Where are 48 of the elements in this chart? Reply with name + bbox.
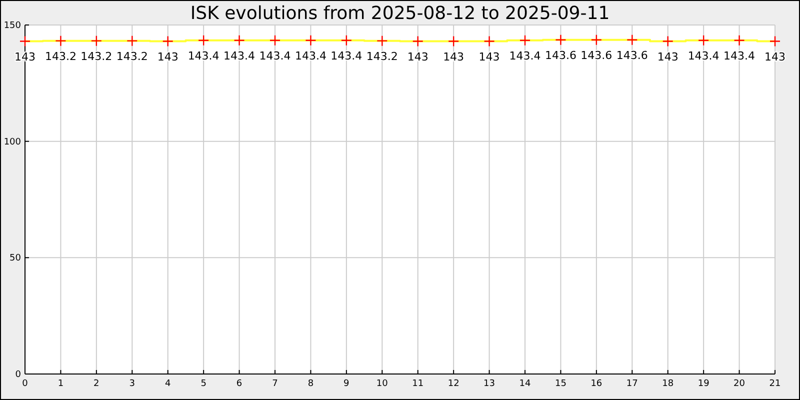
x-tick-label: 2	[94, 379, 100, 389]
data-label: 143.2	[44, 50, 76, 63]
x-tick-label: 5	[200, 379, 206, 389]
data-label: 143.6	[580, 48, 612, 62]
data-label: 143	[157, 50, 178, 64]
x-tick-label: 6	[236, 379, 242, 389]
data-label: 143.4	[188, 49, 220, 62]
data-label: 143	[478, 50, 500, 64]
data-label: 143.4	[509, 49, 541, 62]
x-tick-label: 15	[554, 379, 566, 389]
data-label: 143.6	[616, 48, 648, 62]
y-tick-label: 0	[15, 370, 22, 380]
x-tick-label: 7	[272, 379, 278, 389]
data-label: 143	[764, 50, 786, 64]
data-label: 143	[443, 50, 464, 64]
data-label: 143	[407, 50, 428, 64]
x-tick-label: 1	[58, 379, 64, 389]
data-label: 143.4	[688, 49, 720, 62]
data-label: 143.6	[544, 48, 576, 62]
x-tick-label: 14	[519, 379, 531, 389]
x-tick-label: 20	[734, 379, 746, 389]
chart-title: ISK evolutions from 2025-08-12 to 2025-09-11	[190, 3, 610, 24]
x-tick-label: 19	[698, 379, 710, 389]
x-tick-label: 16	[590, 379, 602, 389]
data-label: 143.4	[330, 49, 362, 62]
data-label: 143	[657, 50, 678, 64]
y-tick-label: 150	[4, 21, 22, 31]
x-tick-label: 18	[662, 379, 674, 389]
y-tick-label: 100	[4, 137, 22, 148]
x-tick-label: 3	[129, 379, 136, 389]
data-label: 143.4	[259, 49, 291, 62]
x-tick-label: 4	[164, 379, 171, 389]
data-label: 143.2	[116, 50, 148, 63]
x-tick-label: 0	[22, 379, 28, 389]
x-tick-label: 13	[484, 379, 496, 389]
x-tick-label: 21	[769, 379, 781, 389]
x-tick-label: 9	[344, 379, 350, 389]
x-tick-label: 8	[308, 379, 314, 389]
y-tick-label: 50	[10, 254, 22, 264]
data-label: 143.4	[294, 49, 326, 62]
data-label: 143.2	[366, 50, 398, 63]
x-tick-label: 12	[448, 379, 460, 389]
x-tick-label: 11	[412, 379, 424, 389]
data-label: 143.2	[80, 50, 112, 63]
x-tick-label: 10	[376, 379, 388, 389]
data-label: 143.4	[224, 49, 256, 62]
x-tick-label: 17	[626, 379, 638, 389]
data-label: 143.4	[724, 49, 756, 62]
